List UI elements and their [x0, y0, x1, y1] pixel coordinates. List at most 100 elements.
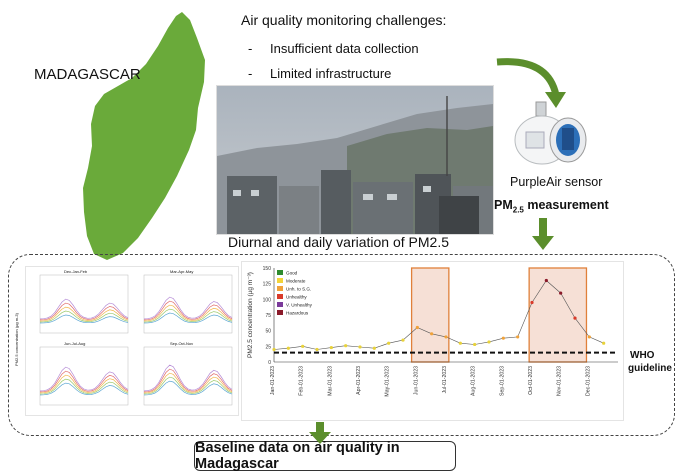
diurnal-series-line	[143, 300, 233, 321]
x-tick-label: Feb-01-2023	[299, 366, 305, 396]
madagascar-map	[83, 12, 205, 260]
y-tick-label: 25	[265, 344, 271, 350]
madagascar-shape	[83, 12, 205, 260]
x-tick-label: Mar-01-2023	[327, 366, 333, 396]
y-axis-label: PM2.5 concentration (µg m⁻³)	[247, 272, 254, 358]
y-tick-label: 0	[268, 360, 271, 366]
data-point	[315, 347, 319, 352]
diurnal-series-line	[39, 314, 129, 324]
x-tick-label: Oct-01-2023	[528, 366, 534, 395]
diurnal-series-line	[143, 304, 233, 322]
diurnal-panel-title: Sep-Oct-Nov	[170, 341, 194, 346]
data-point	[430, 332, 434, 336]
diurnal-series-line	[39, 382, 129, 396]
data-point	[458, 341, 462, 345]
legend-label: Unhealthy	[286, 295, 307, 300]
legend-swatch	[277, 278, 283, 283]
purpleair-sensor-icon	[514, 101, 587, 165]
y-tick-label: 100	[263, 297, 272, 303]
data-point	[415, 325, 419, 330]
city-photo	[216, 85, 494, 235]
who-label-line: guideline	[628, 363, 672, 374]
diurnal-series-line	[39, 306, 129, 322]
measurement-text: measurement	[523, 198, 609, 212]
diurnal-panel-frame	[39, 346, 129, 406]
data-point	[358, 345, 362, 349]
legend-label: Hazardous	[286, 311, 309, 316]
x-tick-label: Sep-01-2023	[499, 366, 505, 396]
diurnal-panel-frame	[143, 346, 233, 406]
diurnal-series-line	[143, 372, 233, 394]
diurnal-series-line	[143, 296, 233, 320]
challenges-title: Air quality monitoring challenges:	[241, 12, 447, 28]
x-tick-label: Dec-01-2023	[585, 366, 591, 396]
diurnal-series-line	[39, 310, 129, 323]
data-point	[559, 291, 563, 295]
x-tick-label: May-01-2023	[385, 366, 391, 397]
pm-text: PM	[494, 198, 513, 212]
series-line	[273, 280, 604, 350]
diurnal-series-line	[39, 374, 129, 394]
bullet-dash: -	[248, 41, 253, 56]
highlight-period	[528, 267, 588, 363]
diurnal-series-line	[143, 380, 233, 396]
y-tick-label: 75	[265, 313, 271, 319]
diurnal-series-line	[143, 308, 233, 323]
legend-label: V. Unhealthy	[286, 303, 313, 308]
data-point	[473, 342, 477, 347]
highlight-period	[410, 267, 450, 363]
data-point	[372, 346, 376, 350]
challenge-item: - Limited infrastructure	[248, 66, 391, 81]
x-tick-label: Apr-01-2023	[356, 366, 362, 395]
y-tick-label: 125	[263, 282, 272, 288]
diurnal-series-line	[39, 378, 129, 395]
data-point	[516, 335, 520, 339]
y-tick-label: 50	[265, 329, 271, 335]
city-skyline-image	[217, 86, 493, 234]
down-arrow-head-icon	[532, 236, 554, 250]
diurnal-series-line	[143, 364, 233, 392]
y-tick-label: 150	[263, 266, 272, 272]
diurnal-panel-title: Dec-Jan-Feb	[64, 269, 88, 274]
legend-swatch	[277, 270, 283, 275]
sensor-label: PurpleAir sensor	[510, 175, 603, 189]
diurnal-panel-title: Jun-Jul-Aug	[64, 341, 86, 346]
x-tick-label: Jun-01-2023	[413, 366, 419, 395]
pm25-timeseries-chart: 0 25 50 75 100 125 150 Jan-01-2023 Feb-01-2023 Ma…	[247, 266, 618, 397]
x-tick-label: Jan-01-2023	[270, 366, 276, 395]
data-point	[530, 300, 534, 305]
legend-swatch	[277, 286, 283, 291]
x-tick-label: Nov-01-2023	[557, 366, 563, 396]
who-guideline-label: WHO guideline	[628, 349, 682, 375]
diurnal-panel-frame	[39, 274, 129, 334]
diurnal-series-line	[39, 370, 129, 393]
down-arrow-shaft-icon	[539, 218, 547, 238]
diurnal-small-multiples: Dec-Jan-Feb Mar-Apr-May Jun-Jul-Aug Sep-…	[14, 266, 239, 416]
diurnal-series-line	[143, 376, 233, 395]
bullet-dash: -	[248, 66, 253, 81]
data-point	[602, 341, 606, 345]
timeseries-panel: 0 25 50 75 100 125 150 Jan-01-2023 Feb-01-2023 Ma…	[241, 261, 624, 421]
diurnal-panel-frame	[143, 274, 233, 334]
measurement-label: PM2.5 measurement	[494, 198, 609, 215]
variation-title: Diurnal and daily variation of PM2.5	[228, 234, 450, 250]
data-point	[387, 341, 391, 345]
who-label-line: WHO	[630, 350, 655, 361]
data-point	[487, 340, 491, 344]
curved-arrow-icon	[496, 58, 560, 96]
data-point	[573, 316, 577, 320]
legend-label: Unh. to S.G.	[286, 287, 311, 292]
challenge-item: - Insufficient data collection	[248, 41, 419, 56]
challenge-text: Limited infrastructure	[270, 66, 392, 81]
legend-label: Good	[286, 271, 298, 276]
data-point	[272, 347, 276, 352]
data-point	[501, 336, 505, 340]
diurnal-series-line	[39, 366, 129, 392]
legend-label: Moderate	[286, 279, 306, 284]
legend-swatch	[277, 302, 283, 307]
pm-subscript: 2.5	[512, 205, 524, 215]
data-point	[587, 335, 591, 339]
data-point	[544, 278, 548, 283]
diurnal-panel-title: Mar-Apr-May	[170, 269, 194, 274]
legend-swatch	[277, 294, 283, 299]
